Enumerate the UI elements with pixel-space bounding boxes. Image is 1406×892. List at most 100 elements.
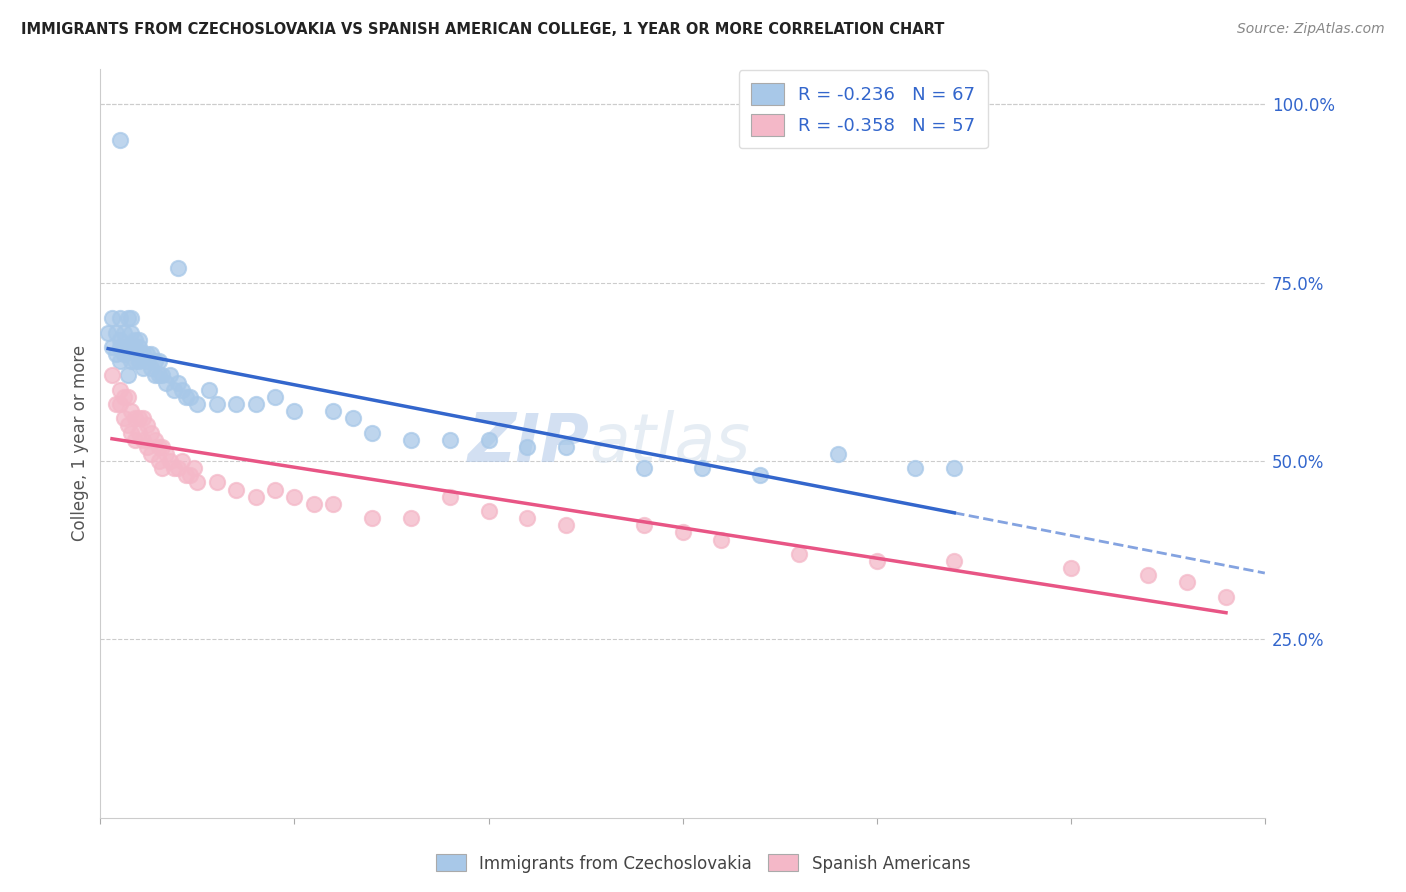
Point [322,497,344,511]
Point [143,368,166,383]
Point [174,390,197,404]
Point [117,368,139,383]
Point [671,525,693,540]
Point [555,518,578,533]
Point [148,440,170,454]
Point [128,425,150,440]
Y-axis label: College, 1 year or more: College, 1 year or more [72,345,89,541]
Point [143,354,166,368]
Point [245,397,267,411]
Point [120,404,142,418]
Point [439,433,461,447]
Text: ZIP: ZIP [468,410,589,476]
Point [477,504,499,518]
Point [163,461,186,475]
Point [101,340,124,354]
Point [128,340,150,354]
Point [516,440,538,454]
Point [124,411,146,425]
Point [148,354,170,368]
Legend: R = -0.236   N = 67, R = -0.358   N = 57: R = -0.236 N = 67, R = -0.358 N = 57 [738,70,988,148]
Point [399,511,422,525]
Point [108,397,131,411]
Point [108,133,131,147]
Point [128,354,150,368]
Legend: Immigrants from Czechoslovakia, Spanish Americans: Immigrants from Czechoslovakia, Spanish … [429,847,977,880]
Point [139,447,162,461]
Point [361,425,384,440]
Point [516,511,538,525]
Point [124,333,146,347]
Point [283,404,305,418]
Point [143,433,166,447]
Point [205,397,228,411]
Point [152,461,174,475]
Point [132,433,155,447]
Point [132,347,155,361]
Point [179,390,201,404]
Point [139,361,162,376]
Point [710,533,733,547]
Point [152,440,174,454]
Point [128,347,150,361]
Point [136,354,159,368]
Point [322,404,344,418]
Point [943,461,966,475]
Point [225,483,247,497]
Point [690,461,713,475]
Point [108,354,131,368]
Point [104,326,127,340]
Point [139,347,162,361]
Point [112,340,135,354]
Point [148,454,170,468]
Point [124,354,146,368]
Point [120,311,142,326]
Point [170,454,193,468]
Point [183,461,205,475]
Point [128,333,150,347]
Point [152,368,174,383]
Point [104,397,127,411]
Point [1137,568,1160,582]
Point [117,311,139,326]
Point [179,468,201,483]
Point [136,418,159,433]
Point [155,447,177,461]
Point [1175,575,1198,590]
Point [186,475,208,490]
Point [1215,590,1237,604]
Point [477,433,499,447]
Point [136,440,159,454]
Text: Source: ZipAtlas.com: Source: ZipAtlas.com [1237,22,1385,37]
Point [112,390,135,404]
Point [749,468,772,483]
Point [117,340,139,354]
Point [439,490,461,504]
Point [283,490,305,504]
Point [170,383,193,397]
Point [174,468,197,483]
Point [399,433,422,447]
Point [108,383,131,397]
Point [101,311,124,326]
Point [633,461,655,475]
Point [124,433,146,447]
Point [101,368,124,383]
Point [245,490,267,504]
Point [787,547,810,561]
Point [827,447,849,461]
Point [120,340,142,354]
Point [264,390,287,404]
Point [117,390,139,404]
Point [167,376,190,390]
Point [342,411,364,425]
Point [112,411,135,425]
Point [97,326,120,340]
Point [555,440,578,454]
Point [186,397,208,411]
Point [361,511,384,525]
Point [124,340,146,354]
Point [159,368,181,383]
Point [167,261,190,276]
Point [132,411,155,425]
